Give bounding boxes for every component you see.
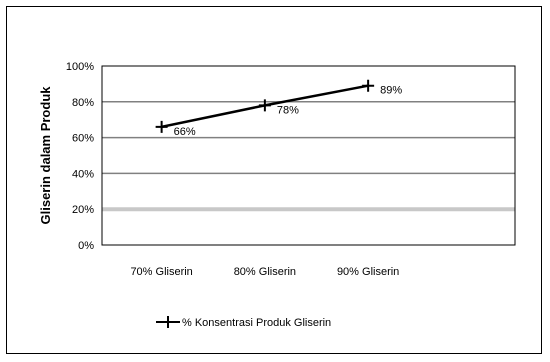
data-label: 66%	[174, 126, 196, 138]
plot-area-border	[101, 65, 516, 246]
y-tick-label: 20%	[72, 204, 94, 216]
y-tick-label: 40%	[72, 168, 94, 180]
y-tick-label: 80%	[72, 97, 94, 109]
y-tick-label: 100%	[66, 61, 94, 73]
legend: % Konsentrasi Produk Gliserin	[156, 316, 331, 329]
data-point-marker	[155, 120, 168, 133]
y-tick-label: 60%	[72, 133, 94, 145]
x-tick-label: 90% Gliserin	[337, 266, 399, 278]
gridlines	[102, 101, 515, 212]
legend-marker	[162, 316, 174, 328]
chart-frame	[6, 6, 542, 354]
series-line: 66% 78% 89%	[155, 79, 402, 138]
data-point-marker	[258, 99, 271, 112]
data-label: 89%	[380, 85, 402, 97]
x-tick-label: 70% Gliserin	[130, 266, 192, 278]
data-label: 78%	[277, 104, 299, 116]
x-tick-label: 80% Gliserin	[234, 266, 296, 278]
y-axis-label: Gliserin dalam Produk	[38, 86, 53, 225]
data-point-marker	[362, 79, 375, 92]
x-tick-labels: 70% Gliserin 80% Gliserin 90% Gliserin	[130, 266, 399, 278]
legend-label: % Konsentrasi Produk Gliserin	[182, 317, 331, 329]
y-tick-label: 0%	[78, 240, 94, 252]
y-tick-labels: 0% 20% 40% 60% 80% 100%	[66, 61, 94, 252]
